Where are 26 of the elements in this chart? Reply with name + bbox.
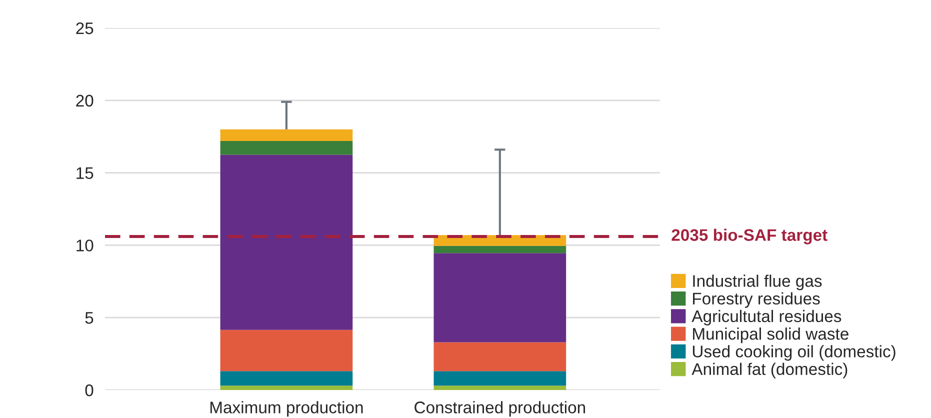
y-tick-label: 10 [76, 240, 94, 252]
bar [434, 246, 566, 254]
bar [434, 342, 566, 372]
bar [220, 129, 353, 141]
y-tick-label: 5 [85, 312, 94, 324]
bar [434, 253, 566, 342]
y-tick-label: 0 [85, 384, 94, 396]
legend-label: Agricultutal residues [692, 310, 842, 326]
bar [434, 386, 566, 390]
legend-label: Municipal solid waste [693, 328, 848, 344]
legend-label: Forestry residues [693, 292, 820, 308]
bar [220, 371, 353, 386]
y-tick-label: 25 [76, 22, 94, 34]
x-tick-label: Constrained production [414, 401, 585, 417]
legend-label: Animal fat (domestic) [692, 362, 848, 378]
bar [220, 154, 353, 330]
bar [434, 371, 566, 386]
ref-line-label: 2035 bio-SAF target [672, 228, 828, 244]
x-tick-label: Maximum production [210, 401, 363, 417]
bar [220, 140, 353, 155]
legend-label: Used cooking oil (domestic) [692, 345, 896, 361]
bar [220, 330, 353, 372]
y-tick-label: 15 [76, 167, 94, 180]
legend-label: Industrial flue gas [693, 274, 822, 290]
y-tick-label: 20 [76, 94, 94, 107]
bar [220, 386, 353, 390]
